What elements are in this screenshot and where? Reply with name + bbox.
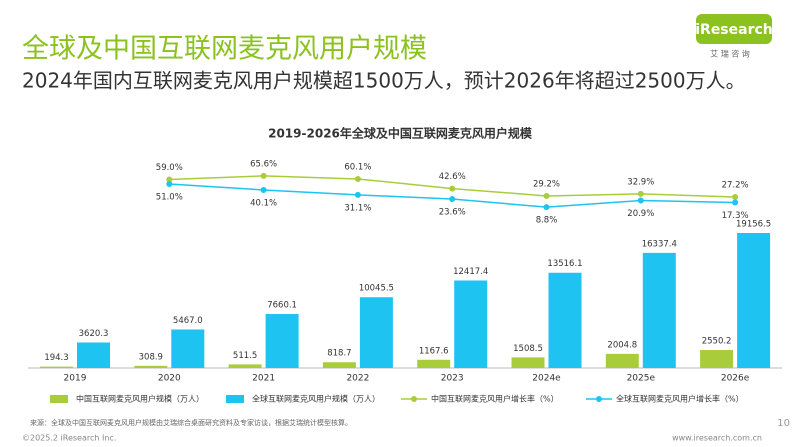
bar-label: 1508.5 xyxy=(513,344,543,354)
bar xyxy=(359,297,393,368)
bar xyxy=(700,350,734,368)
line-label: 65.6% xyxy=(250,159,277,169)
bar-label: 818.7 xyxy=(327,349,351,359)
line-label: 17.3% xyxy=(722,211,749,221)
x-tick-label: 2020 xyxy=(158,374,181,384)
chart-title: 2019-2026年全球及中国互联网麦克风用户规模 xyxy=(268,126,533,141)
x-tick-label: 2025e xyxy=(627,374,656,384)
x-tick-label: 2019 xyxy=(64,374,87,384)
point xyxy=(260,172,267,179)
point xyxy=(543,204,550,211)
footer-url: www.iresearch.com.cn xyxy=(672,434,762,443)
bar-label: 13516.1 xyxy=(547,259,582,269)
legend-swatch xyxy=(50,395,68,403)
bar xyxy=(417,359,451,368)
line-label: 32.9% xyxy=(627,177,654,187)
point xyxy=(637,197,644,204)
logo-tagline: 艾 瑞 咨 询 xyxy=(710,49,750,59)
copyright: ©2025.2 iResearch Inc. xyxy=(22,434,116,443)
point xyxy=(354,175,361,182)
bar xyxy=(77,342,110,368)
logo-box xyxy=(696,14,772,44)
bar xyxy=(265,314,299,368)
bar xyxy=(40,366,73,368)
bar xyxy=(228,364,262,368)
bar-label: 10045.5 xyxy=(359,284,394,294)
bar xyxy=(548,272,582,368)
x-tick-label: 2024e xyxy=(532,374,561,384)
line-label: 40.1% xyxy=(250,198,277,208)
bar-label: 19156.5 xyxy=(736,220,771,230)
legend-label: 全球互联网麦克风用户规模（万人） xyxy=(252,394,380,404)
bar-label: 7660.1 xyxy=(267,301,297,311)
point xyxy=(449,196,456,203)
x-tick-label: 2022 xyxy=(346,374,369,384)
bar-label: 12417.4 xyxy=(453,267,488,277)
point xyxy=(637,190,644,197)
legend-point xyxy=(411,396,417,402)
line-label: 59.0% xyxy=(156,163,183,173)
bar xyxy=(134,365,168,368)
bar-label: 308.9 xyxy=(139,352,163,362)
point xyxy=(543,192,550,199)
point xyxy=(732,194,739,201)
point xyxy=(732,199,739,206)
bar xyxy=(322,362,356,368)
point xyxy=(449,185,456,192)
bar xyxy=(171,329,205,368)
bar xyxy=(605,353,639,368)
bar-label: 2004.8 xyxy=(607,340,637,350)
legend-label: 中国互联网麦克风用户规模（万人） xyxy=(76,394,204,404)
legend-swatch xyxy=(226,395,244,403)
slide-subtitle: 2024年国内互联网麦克风用户规模超1500万人，预计2026年将超过2500万… xyxy=(22,69,746,93)
point xyxy=(260,186,267,193)
point xyxy=(166,176,173,183)
bar-label: 2550.2 xyxy=(702,337,732,347)
x-tick-label: 2023 xyxy=(441,374,464,384)
bar-label: 3620.3 xyxy=(79,329,109,339)
line-label: 42.6% xyxy=(439,172,466,182)
legend-label: 中国互联网麦克风用户增长率（%） xyxy=(431,394,559,404)
line-label: 23.6% xyxy=(439,208,466,218)
page-number: 10 xyxy=(777,418,790,429)
line-label: 60.1% xyxy=(344,162,371,172)
point xyxy=(354,191,361,198)
line-label: 29.2% xyxy=(533,179,560,189)
legend-label: 全球互联网麦克风用户增长率（%） xyxy=(616,394,744,404)
source: 来源：全球及中国互联网麦克风用户规模由艾瑞综合桌面研究资料及专家访谈，根据艾瑞统… xyxy=(30,418,352,427)
bar xyxy=(642,252,676,368)
line-label: 27.2% xyxy=(722,181,749,191)
line-label: 51.0% xyxy=(156,192,183,202)
slide-title: 全球及中国互联网麦克风用户规模 xyxy=(22,34,427,65)
bar-label: 5467.0 xyxy=(173,316,203,326)
logo-name: iResearch xyxy=(695,22,773,38)
x-tick-label: 2021 xyxy=(252,374,275,384)
bar xyxy=(454,280,488,368)
bar-label: 1167.6 xyxy=(419,346,449,356)
line-label: 20.9% xyxy=(627,209,654,219)
bar-label: 511.5 xyxy=(233,351,257,361)
line-label: 31.1% xyxy=(344,203,371,213)
point xyxy=(166,180,173,187)
x-tick-label: 2026e xyxy=(721,374,750,384)
legend-point xyxy=(596,396,602,402)
bar-label: 16337.4 xyxy=(642,239,677,249)
bar xyxy=(511,357,545,368)
bar-label: 194.3 xyxy=(44,353,68,363)
bar xyxy=(737,233,771,368)
line-label: 8.8% xyxy=(536,216,558,226)
